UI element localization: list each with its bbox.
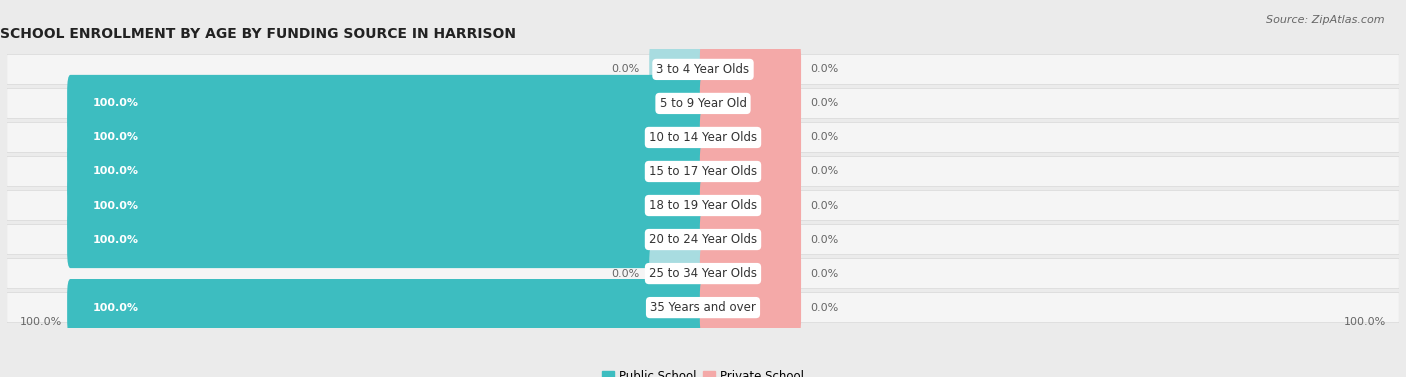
FancyBboxPatch shape	[7, 54, 1399, 84]
Text: 0.0%: 0.0%	[612, 64, 640, 74]
FancyBboxPatch shape	[7, 259, 1399, 288]
FancyBboxPatch shape	[700, 211, 801, 268]
Text: 0.0%: 0.0%	[810, 132, 839, 143]
Text: 20 to 24 Year Olds: 20 to 24 Year Olds	[650, 233, 756, 246]
Text: 18 to 19 Year Olds: 18 to 19 Year Olds	[650, 199, 756, 212]
Text: 10 to 14 Year Olds: 10 to 14 Year Olds	[650, 131, 756, 144]
Text: 5 to 9 Year Old: 5 to 9 Year Old	[659, 97, 747, 110]
Text: 100.0%: 100.0%	[20, 317, 62, 327]
FancyBboxPatch shape	[67, 279, 706, 336]
FancyBboxPatch shape	[67, 143, 706, 200]
FancyBboxPatch shape	[700, 245, 801, 302]
FancyBboxPatch shape	[7, 123, 1399, 152]
Text: SCHOOL ENROLLMENT BY AGE BY FUNDING SOURCE IN HARRISON: SCHOOL ENROLLMENT BY AGE BY FUNDING SOUR…	[0, 27, 516, 41]
Text: 0.0%: 0.0%	[810, 98, 839, 109]
FancyBboxPatch shape	[700, 177, 801, 234]
Text: 0.0%: 0.0%	[810, 64, 839, 74]
Text: 100.0%: 100.0%	[93, 303, 138, 313]
FancyBboxPatch shape	[7, 225, 1399, 254]
FancyBboxPatch shape	[650, 41, 706, 98]
Text: 3 to 4 Year Olds: 3 to 4 Year Olds	[657, 63, 749, 76]
FancyBboxPatch shape	[700, 279, 801, 336]
Text: 100.0%: 100.0%	[93, 234, 138, 245]
Text: 15 to 17 Year Olds: 15 to 17 Year Olds	[650, 165, 756, 178]
FancyBboxPatch shape	[7, 293, 1399, 323]
Text: 0.0%: 0.0%	[810, 167, 839, 176]
Legend: Public School, Private School: Public School, Private School	[602, 371, 804, 377]
Text: 100.0%: 100.0%	[93, 201, 138, 210]
Text: Source: ZipAtlas.com: Source: ZipAtlas.com	[1267, 15, 1385, 25]
FancyBboxPatch shape	[700, 41, 801, 98]
Text: 25 to 34 Year Olds: 25 to 34 Year Olds	[650, 267, 756, 280]
FancyBboxPatch shape	[67, 75, 706, 132]
Text: 0.0%: 0.0%	[810, 303, 839, 313]
FancyBboxPatch shape	[650, 245, 706, 302]
Text: 100.0%: 100.0%	[93, 98, 138, 109]
FancyBboxPatch shape	[700, 109, 801, 166]
Text: 0.0%: 0.0%	[810, 201, 839, 210]
FancyBboxPatch shape	[7, 190, 1399, 221]
FancyBboxPatch shape	[67, 109, 706, 166]
FancyBboxPatch shape	[7, 156, 1399, 187]
Text: 100.0%: 100.0%	[93, 167, 138, 176]
Text: 0.0%: 0.0%	[810, 234, 839, 245]
FancyBboxPatch shape	[7, 89, 1399, 118]
Text: 0.0%: 0.0%	[810, 268, 839, 279]
Text: 0.0%: 0.0%	[612, 268, 640, 279]
FancyBboxPatch shape	[67, 211, 706, 268]
FancyBboxPatch shape	[700, 143, 801, 200]
Text: 35 Years and over: 35 Years and over	[650, 301, 756, 314]
FancyBboxPatch shape	[700, 75, 801, 132]
FancyBboxPatch shape	[67, 177, 706, 234]
Text: 100.0%: 100.0%	[93, 132, 138, 143]
Text: 100.0%: 100.0%	[1344, 317, 1386, 327]
